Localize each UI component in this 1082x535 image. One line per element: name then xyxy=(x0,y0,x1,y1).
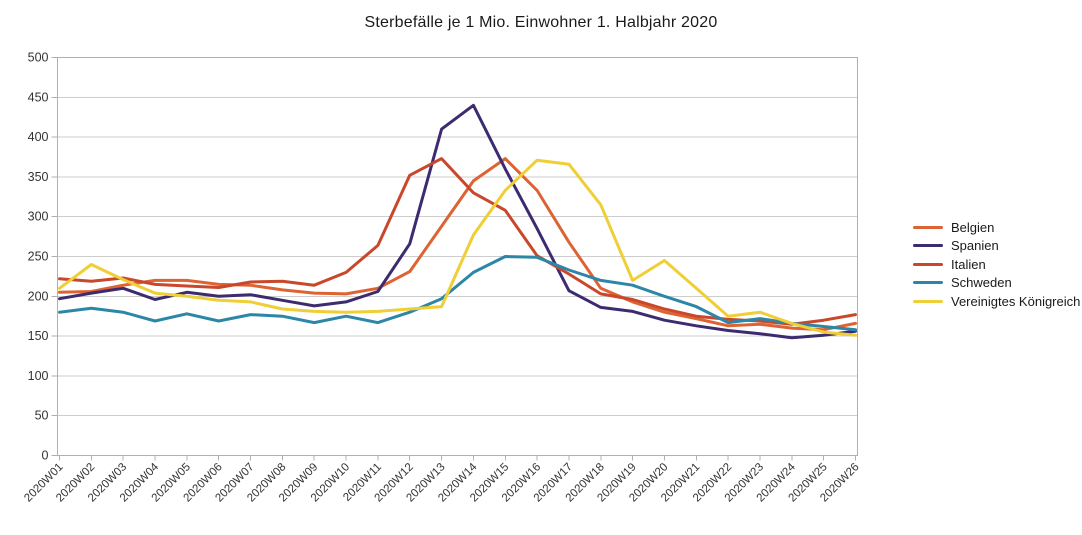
legend-label-belgien: Belgien xyxy=(951,219,995,235)
legend-swatch-schweden xyxy=(913,281,943,285)
y-tick-label: 400 xyxy=(28,130,49,144)
legend-item-schweden: Schweden xyxy=(913,275,1080,291)
series-line-belgien xyxy=(58,157,857,332)
series-line-vereinigtes-k-nigreich xyxy=(58,158,857,337)
legend-item-spanien: Spanien xyxy=(913,238,1080,254)
y-tick-label: 150 xyxy=(28,329,49,343)
plot-border xyxy=(57,57,858,456)
series-line-schweden xyxy=(58,255,857,332)
series-line-spanien xyxy=(58,103,857,340)
legend-label-vereinigtes-koenigreich: Vereinigtes Königreich xyxy=(951,293,1081,309)
legend-item-belgien: Belgien xyxy=(913,219,1080,235)
y-tick-label: 500 xyxy=(28,51,49,65)
legend-label-italien: Italien xyxy=(951,256,986,272)
legend-swatch-vereinigtes-koenigreich xyxy=(913,299,943,303)
legend-item-italien: Italien xyxy=(913,256,1080,272)
legend-swatch-spanien xyxy=(913,244,943,248)
legend-item-vereinigtes-koenigreich: Vereinigtes Königreich xyxy=(913,293,1081,309)
series-line-italien xyxy=(58,157,857,326)
y-tick-label: 250 xyxy=(28,250,49,264)
y-tick-label: 300 xyxy=(28,210,49,224)
legend-label-schweden: Schweden xyxy=(951,275,1012,291)
y-tick-label: 50 xyxy=(35,409,49,423)
y-tick-label: 200 xyxy=(28,289,49,303)
legend-label-spanien: Spanien xyxy=(951,238,999,254)
legend-swatch-belgien xyxy=(913,225,943,229)
y-tick-label: 100 xyxy=(28,369,49,383)
legend: Belgien Spanien Italien Schweden Vereini… xyxy=(913,219,1081,309)
y-tick-label: 350 xyxy=(28,170,49,184)
chart-title: Sterbefälle je 1 Mio. Einwohner 1. Halbj… xyxy=(364,14,718,31)
legend-swatch-italien xyxy=(913,262,943,266)
y-tick-label: 450 xyxy=(28,90,49,104)
y-tick-label: 0 xyxy=(42,449,49,463)
